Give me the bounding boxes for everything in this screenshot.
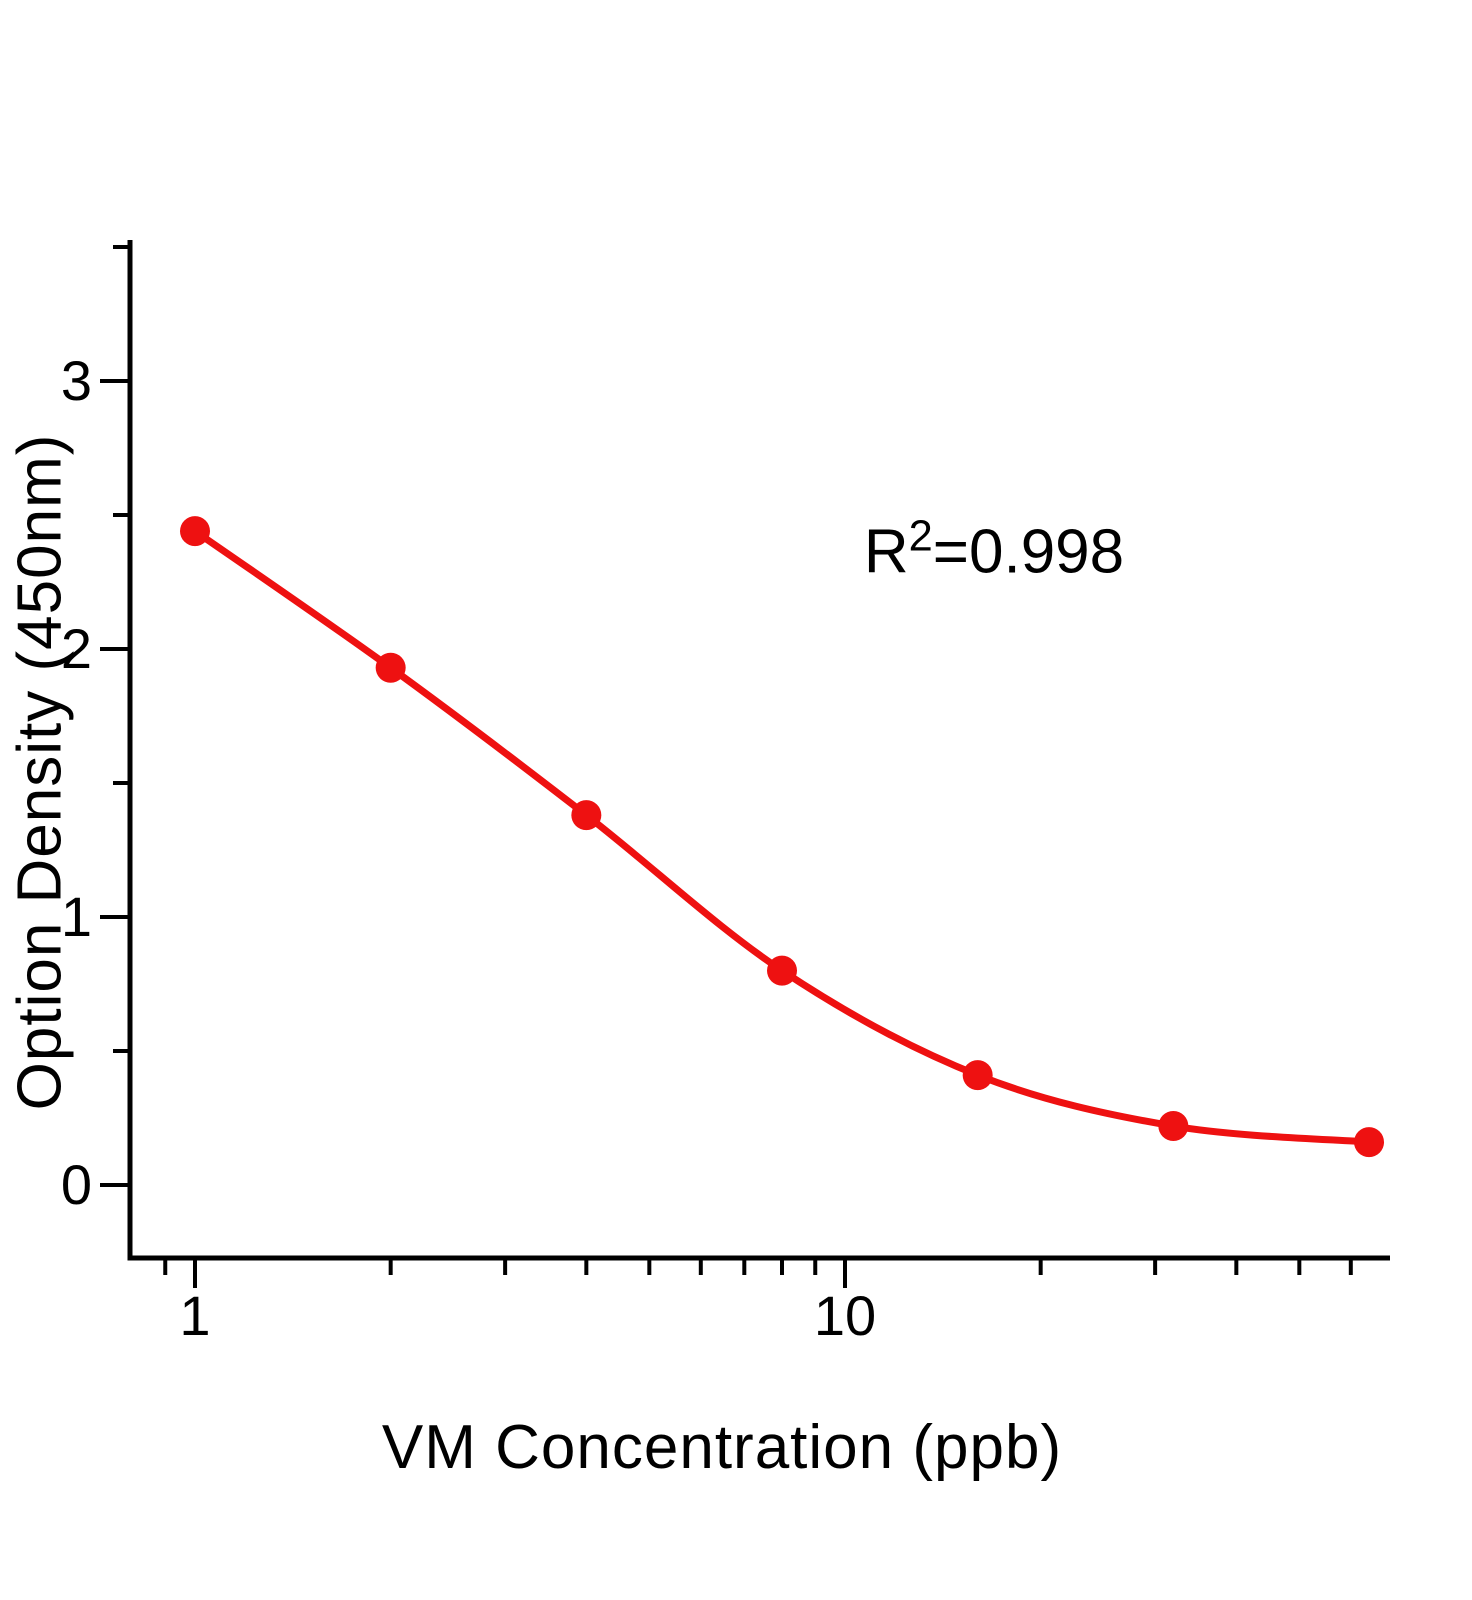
data-point	[767, 955, 798, 986]
y-tick-label: 0	[60, 1153, 92, 1216]
r-squared-annotation: R2=0.998	[864, 513, 1124, 588]
data-point	[180, 516, 210, 547]
data-point	[1354, 1127, 1385, 1158]
y-tick-label: 3	[60, 349, 92, 412]
y-axis-title: Option Density (450nm)	[5, 433, 75, 1111]
y-tick-label: 1	[60, 885, 92, 948]
data-point	[962, 1060, 993, 1091]
data-point	[1158, 1111, 1189, 1142]
y-tick-label: 2	[60, 617, 92, 680]
r-squared-value: =0.998	[932, 517, 1125, 587]
x-tick-label: 10	[813, 1284, 877, 1347]
data-point	[375, 652, 406, 683]
fit-curve	[191, 527, 1373, 1146]
r-squared-superscript: 2	[908, 512, 933, 561]
data-point	[571, 800, 602, 831]
r-squared-base: R	[863, 517, 909, 587]
x-tick-label: 1	[179, 1284, 211, 1347]
x-axis-title: VM Concentration (ppb)	[381, 1413, 1063, 1482]
